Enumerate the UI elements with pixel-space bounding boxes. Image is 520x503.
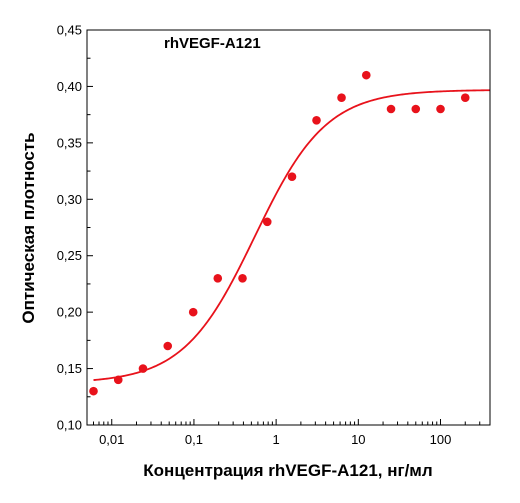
data-point — [460, 93, 470, 103]
y-axis: 0,10 0,15 0,20 0,25 0,30 0,35 0,40 0,45 — [57, 23, 93, 433]
plot-frame — [86, 29, 491, 426]
y-tick-label: 0,15 — [57, 361, 82, 376]
y-tick-label: 0,45 — [57, 23, 82, 38]
data-point — [163, 341, 173, 351]
data-point — [337, 93, 346, 103]
data-point — [238, 273, 247, 283]
x-tick-label: 0,01 — [99, 432, 124, 447]
x-tick-label: 0,1 — [185, 432, 203, 447]
x-tick-label: 1 — [273, 432, 280, 447]
data-point — [262, 217, 272, 227]
data-point — [312, 115, 321, 125]
data-point — [411, 104, 421, 114]
data-point — [287, 172, 297, 182]
data-point — [361, 70, 371, 80]
data-point — [213, 273, 223, 283]
x-axis: 0,01 0,1 1 10 100 — [86, 419, 491, 447]
data-point — [89, 386, 98, 396]
x-axis-title: Концентрация rhVEGF-A121, нг/мл — [143, 461, 432, 480]
y-tick-label: 0,40 — [57, 79, 82, 94]
y-tick-label: 0,10 — [57, 418, 82, 433]
y-tick-label: 0,30 — [57, 192, 82, 207]
data-point — [113, 375, 123, 385]
x-tick-label: 100 — [430, 432, 452, 447]
y-tick-label: 0,25 — [57, 248, 82, 263]
chart-title: rhVEGF-A121 — [164, 35, 261, 52]
data-point — [188, 307, 198, 317]
y-tick-label: 0,20 — [57, 305, 82, 320]
x-tick-label: 10 — [351, 432, 365, 447]
data-points — [89, 70, 470, 396]
fit-curve — [93, 89, 491, 381]
data-point — [436, 104, 445, 114]
data-point — [138, 364, 148, 373]
data-point — [386, 104, 396, 114]
y-tick-label: 0,35 — [57, 135, 82, 150]
y-axis-title: Оптическая плотность — [19, 132, 38, 323]
